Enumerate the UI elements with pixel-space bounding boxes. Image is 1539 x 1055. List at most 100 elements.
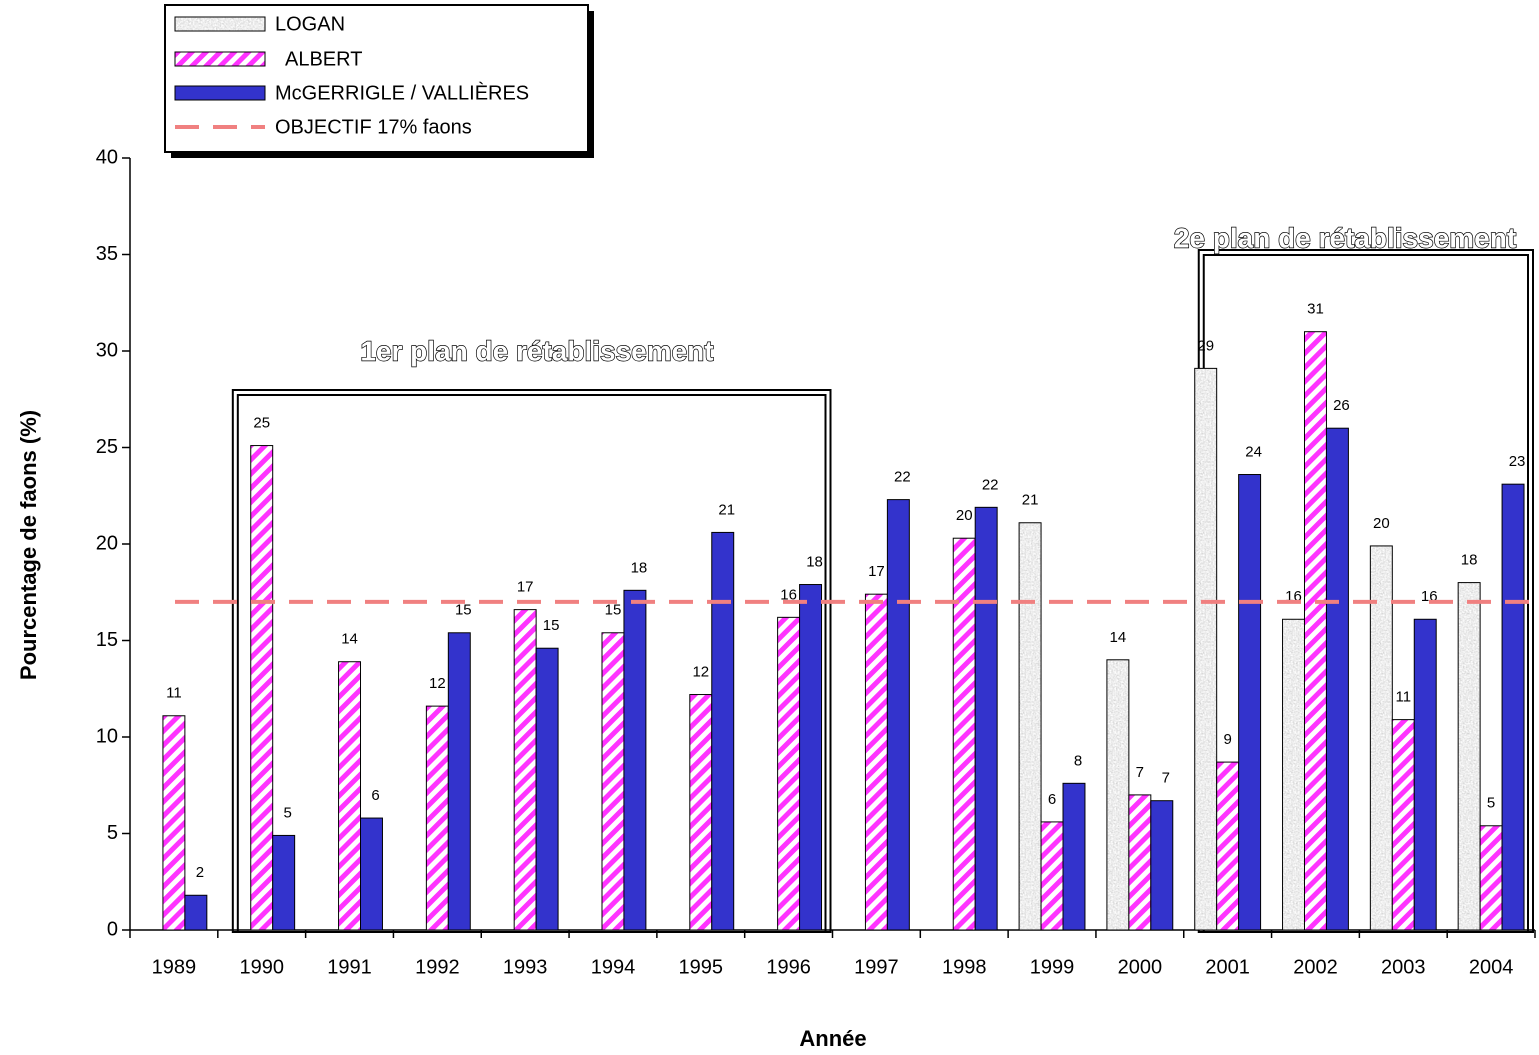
bar (1282, 618, 1305, 931)
legend-label: McGERRIGLE / VALLIÈRES (275, 81, 529, 104)
bar (864, 593, 888, 931)
bar (1479, 825, 1503, 931)
bar (1457, 582, 1481, 931)
x-tick-label: 1993 (503, 956, 548, 978)
bar (1040, 821, 1064, 931)
value-label: 15 (455, 602, 472, 619)
legend-swatch (174, 16, 266, 32)
bar (886, 499, 910, 931)
bar (338, 661, 362, 931)
value-label: 31 (1307, 301, 1324, 318)
value-label: 7 (1162, 770, 1170, 787)
value-label: 14 (1110, 629, 1127, 646)
value-label: 17 (868, 563, 885, 580)
legend-label: ALBERT (285, 48, 362, 70)
value-label: 7 (1136, 764, 1144, 781)
x-tick-label: 2001 (1205, 956, 1250, 978)
value-label: 22 (982, 476, 999, 493)
value-label: 21 (1022, 492, 1039, 509)
value-label: 21 (718, 501, 735, 518)
bar (447, 632, 471, 931)
bar (162, 715, 186, 931)
y-tick-label: 0 (107, 918, 118, 940)
y-axis-title: Pourcentage de faons (%) (16, 410, 41, 680)
bar (1106, 659, 1130, 931)
plan-label: 1er plan de rétablissement (360, 335, 713, 366)
bar (513, 609, 537, 931)
bar (1391, 719, 1415, 931)
y-tick-label: 35 (96, 243, 118, 265)
legend-label: LOGAN (275, 13, 345, 35)
value-label: 9 (1223, 731, 1231, 748)
value-label: 6 (1048, 791, 1056, 808)
bar (1150, 800, 1174, 931)
y-tick-label: 20 (96, 532, 118, 554)
bar (425, 705, 449, 931)
value-label: 12 (692, 664, 709, 681)
value-label: 14 (341, 631, 358, 648)
bar (360, 817, 383, 931)
value-label: 5 (1487, 795, 1495, 812)
x-tick-label: 1998 (942, 956, 987, 978)
value-label: 23 (1509, 453, 1526, 470)
x-tick-label: 1989 (152, 956, 197, 978)
x-tick-label: 2004 (1469, 956, 1514, 978)
y-tick-label: 10 (96, 725, 118, 747)
bar (1216, 761, 1240, 931)
value-label: 22 (894, 469, 911, 486)
legend-label: OBJECTIF 17% faons (275, 116, 472, 138)
bar (1325, 427, 1349, 931)
x-tick-label: 1995 (679, 956, 724, 978)
y-tick-label: 25 (96, 436, 118, 458)
bar (974, 506, 998, 931)
legend-swatch (174, 51, 266, 67)
value-label: 15 (543, 617, 560, 634)
x-tick-label: 2002 (1293, 956, 1338, 978)
bar (1413, 618, 1437, 931)
bar (1238, 474, 1262, 931)
value-label: 18 (806, 553, 823, 570)
x-axis-title: Année (799, 1026, 866, 1051)
legend-swatch (174, 85, 266, 101)
value-label: 20 (1373, 515, 1390, 532)
x-tick-label: 1996 (766, 956, 811, 978)
value-label: 16 (780, 586, 797, 603)
y-tick-label: 30 (96, 339, 118, 361)
bar (184, 894, 208, 931)
bar (601, 632, 625, 931)
x-tick-label: 1994 (591, 956, 636, 978)
bar (711, 531, 735, 931)
y-tick-label: 15 (96, 629, 118, 651)
x-tick-label: 1997 (854, 956, 899, 978)
y-tick-label: 40 (96, 146, 118, 168)
value-label: 18 (631, 559, 648, 576)
bar (777, 616, 801, 931)
bar (272, 834, 296, 931)
value-label: 6 (371, 787, 379, 804)
bar (1062, 782, 1086, 931)
bar (1194, 367, 1218, 931)
value-label: 15 (605, 602, 622, 619)
x-tick-label: 1991 (327, 956, 372, 978)
bar (952, 537, 976, 931)
x-tick-label: 1990 (239, 956, 284, 978)
bar (799, 584, 823, 931)
x-tick-label: 1999 (1030, 956, 1075, 978)
plan-box-inner (236, 394, 827, 933)
bar (250, 445, 274, 931)
value-label: 11 (1395, 689, 1411, 706)
x-tick-label: 2000 (1118, 956, 1163, 978)
value-label: 12 (429, 675, 446, 692)
value-label: 17 (517, 579, 534, 596)
y-tick-label: 5 (107, 822, 118, 844)
value-label: 24 (1245, 443, 1262, 460)
value-label: 18 (1461, 552, 1478, 569)
bar (1501, 483, 1525, 931)
x-tick-label: 1992 (415, 956, 460, 978)
bar (1128, 794, 1152, 931)
value-label: 26 (1333, 397, 1350, 414)
bar (1018, 522, 1042, 931)
value-label: 11 (166, 685, 182, 702)
value-label: 20 (956, 507, 973, 524)
